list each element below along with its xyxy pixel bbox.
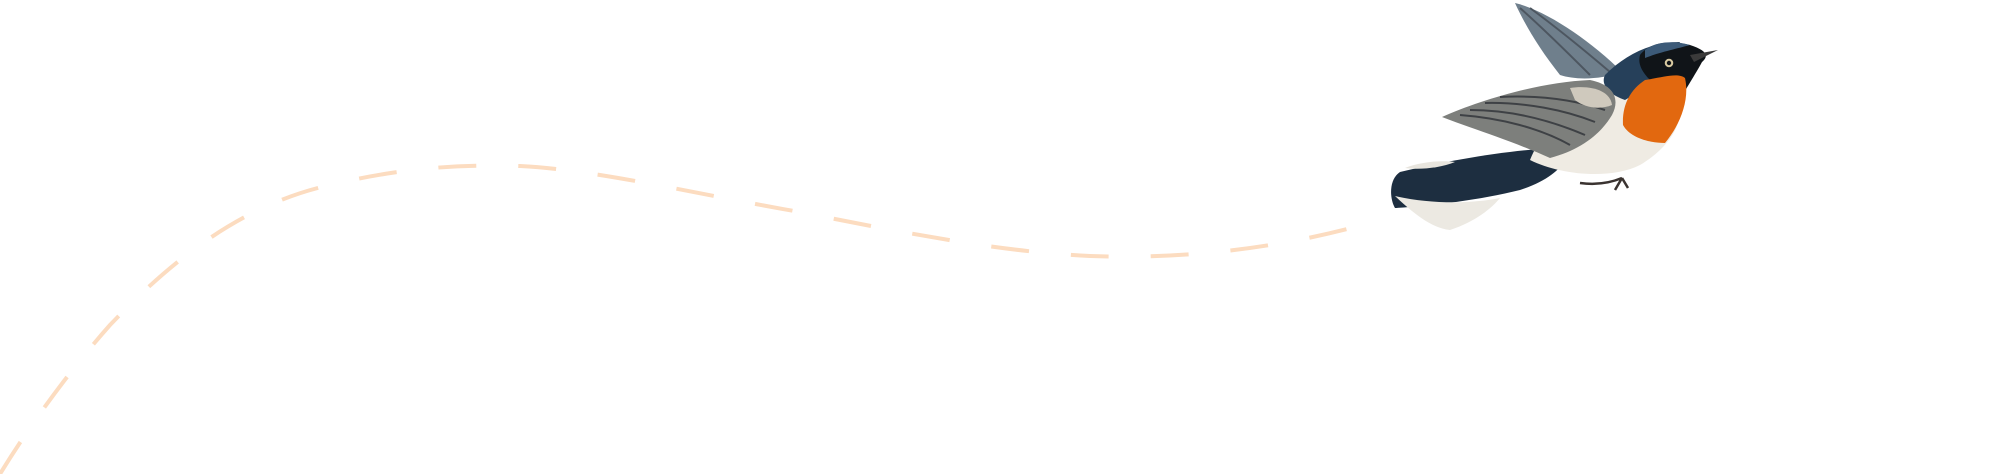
bird-foot <box>1579 176 1630 191</box>
bird-icon <box>1391 3 1718 230</box>
bird-head <box>1639 42 1706 100</box>
bird-tail <box>1391 148 1565 208</box>
bird-tail-tip <box>1395 196 1500 230</box>
dashed-flight-path <box>0 163 1356 474</box>
bird-beak <box>1690 50 1718 62</box>
bird-lower-wing <box>1442 80 1616 158</box>
bird-throat <box>1622 75 1687 143</box>
bird-upper-wing <box>1515 3 1622 79</box>
